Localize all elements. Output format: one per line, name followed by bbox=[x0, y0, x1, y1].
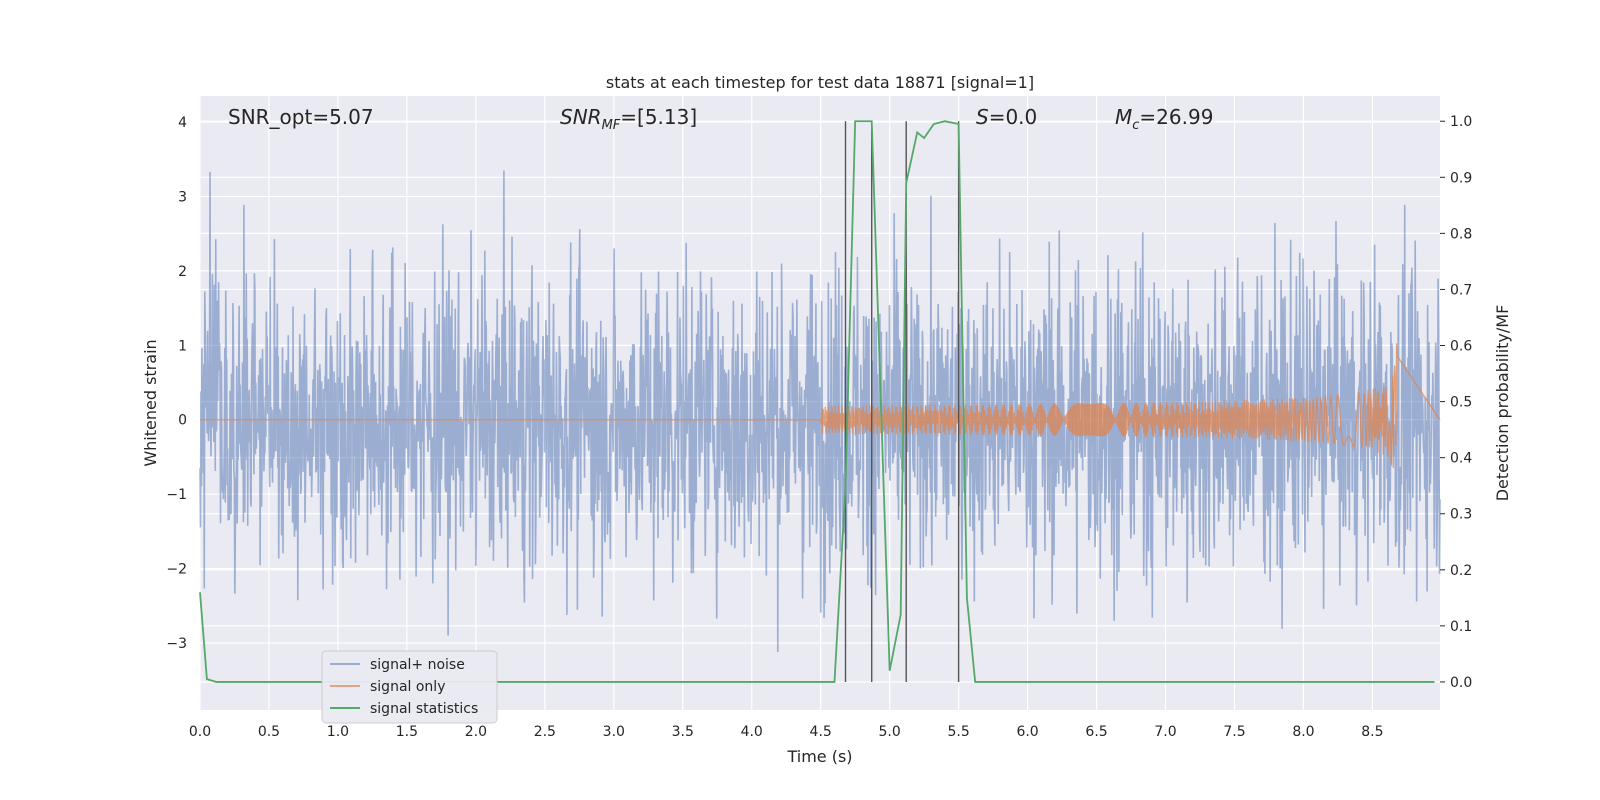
y-right-tick-label-6: 0.6 bbox=[1450, 339, 1472, 355]
y-right-tick-label-10: 1.0 bbox=[1450, 114, 1472, 130]
y-left-tick-label-6: 3 bbox=[178, 189, 187, 205]
x-tick-label-2: 1.0 bbox=[327, 724, 349, 740]
signal-noise-series bbox=[199, 170, 1441, 652]
y-right-tick-label-3: 0.3 bbox=[1450, 507, 1472, 523]
x-tick-label-9: 4.5 bbox=[810, 724, 832, 740]
legend-label-signal: signal only bbox=[370, 679, 445, 695]
y-right-tick-label-1: 0.1 bbox=[1450, 619, 1472, 635]
y-right-tick-label-8: 0.8 bbox=[1450, 226, 1472, 242]
y-left-tick-label-4: 1 bbox=[178, 338, 187, 354]
y-left-tick-label-7: 4 bbox=[178, 115, 187, 131]
y-left-tick-label-5: 2 bbox=[178, 264, 187, 280]
x-tick-label-6: 3.0 bbox=[603, 724, 625, 740]
signal-only-line bbox=[199, 343, 1441, 468]
y-left-tick-labels: −3 −2 −1 0 1 2 3 4 bbox=[166, 115, 187, 652]
x-tick-label-3: 1.5 bbox=[396, 724, 418, 740]
chart-title: stats at each timestep for test data 188… bbox=[606, 73, 1034, 92]
x-tick-label-15: 7.5 bbox=[1223, 724, 1245, 740]
x-tick-label-17: 8.5 bbox=[1361, 724, 1383, 740]
signal-statistics-series bbox=[199, 120, 1435, 683]
annotation-mc: Mc=26.99 bbox=[1115, 105, 1213, 133]
y-left-axis-label: Whitened strain bbox=[141, 339, 160, 466]
y-right-tick-label-4: 0.4 bbox=[1450, 451, 1472, 467]
legend-label-stats: signal statistics bbox=[370, 701, 478, 717]
legend-label-noise: signal+ noise bbox=[370, 657, 465, 673]
x-tick-label-13: 6.5 bbox=[1085, 724, 1107, 740]
annotations: SNR_opt=5.07 SNRMF=[5.13] S=0.0 Mc=26.99 bbox=[228, 105, 1213, 133]
x-tick-label-10: 5.0 bbox=[879, 724, 901, 740]
annotation-snr-opt: SNR_opt=5.07 bbox=[228, 105, 374, 129]
legend-box bbox=[321, 650, 498, 724]
x-tick-label-7: 3.5 bbox=[672, 724, 694, 740]
x-tick-label-11: 5.5 bbox=[947, 724, 969, 740]
y-right-tick-label-5: 0.5 bbox=[1450, 395, 1472, 411]
y-right-tick-labels: 0.0 0.1 0.2 0.3 0.4 0.5 0.6 0.7 0.8 0.9 1.0 bbox=[1440, 114, 1472, 691]
x-tick-label-16: 8.0 bbox=[1292, 724, 1314, 740]
x-tick-label-1: 0.5 bbox=[258, 724, 280, 740]
y-right-tick-label-0: 0.0 bbox=[1450, 675, 1472, 691]
annotation-snr-mf: SNRMF=[5.13] bbox=[560, 105, 697, 133]
y-left-tick-label-0: −3 bbox=[166, 636, 187, 652]
y-right-axis-label: Detection probability/MF bbox=[1493, 305, 1512, 502]
x-tick-labels: 0.0 0.5 1.0 1.5 2.0 2.5 3.0 3.5 4.0 4.5 5.0 5.5 6.0 6… bbox=[189, 724, 1384, 740]
y-right-tick-label-2: 0.2 bbox=[1450, 563, 1472, 579]
legend: signal+ noise signal only signal statist… bbox=[321, 650, 498, 724]
y-left-tick-label-1: −2 bbox=[166, 562, 187, 578]
x-tick-label-8: 4.0 bbox=[741, 724, 763, 740]
vertical-lines bbox=[844, 121, 960, 682]
x-tick-label-5: 2.5 bbox=[534, 724, 556, 740]
signal-only-series bbox=[199, 343, 1441, 468]
x-axis-label: Time (s) bbox=[786, 747, 852, 766]
x-tick-label-4: 2.0 bbox=[465, 724, 487, 740]
y-right-tick-label-7: 0.7 bbox=[1450, 282, 1472, 298]
signal-statistics-line bbox=[199, 120, 1435, 683]
y-left-tick-label-2: −1 bbox=[166, 487, 187, 503]
y-right-tick-label-9: 0.9 bbox=[1450, 170, 1472, 186]
x-tick-label-14: 7.0 bbox=[1154, 724, 1176, 740]
x-tick-label-0: 0.0 bbox=[189, 724, 211, 740]
annotation-s: S=0.0 bbox=[976, 105, 1037, 129]
x-tick-label-12: 6.0 bbox=[1016, 724, 1038, 740]
signal-noise-line bbox=[199, 170, 1441, 652]
y-left-tick-label-3: 0 bbox=[178, 413, 187, 429]
